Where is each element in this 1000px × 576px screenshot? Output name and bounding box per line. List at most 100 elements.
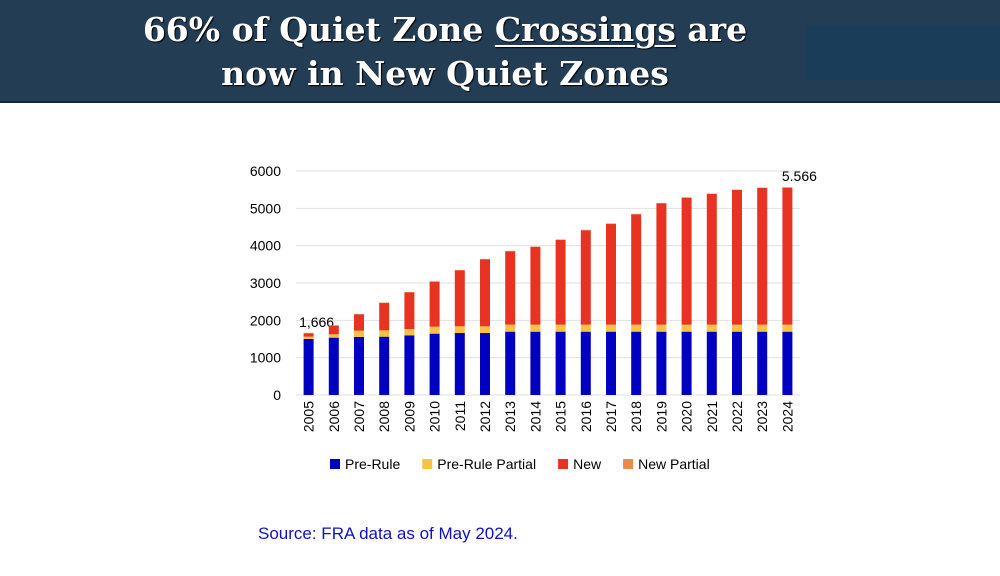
legend-swatch	[558, 459, 569, 469]
x-tick-label: 2013	[502, 401, 518, 432]
bar-segment-new	[656, 203, 667, 325]
x-tick-label: 2010	[427, 401, 443, 432]
bar-segment-pre-rule	[379, 336, 390, 395]
x-tick-label: 2014	[527, 401, 543, 432]
bar-segment-pre-rule-partial	[454, 326, 465, 334]
bar-segment-new	[732, 190, 742, 325]
bar-segment-new	[631, 214, 642, 325]
bar-segment-pre-rule-partial	[379, 330, 390, 337]
y-tick-label: 2000	[250, 312, 281, 328]
bar-segment-pre-rule-partial	[505, 324, 516, 332]
y-tick-label: 5000	[250, 200, 281, 216]
bar-segment-pre-rule-partial	[732, 324, 742, 332]
bar-segment-pre-rule	[782, 331, 793, 395]
bar-segment-new-partial	[606, 223, 616, 225]
bar-segment-pre-rule-partial	[580, 324, 591, 332]
bar-segment-new	[757, 187, 768, 325]
bar-segment-new	[303, 333, 314, 337]
legend-label: New	[573, 456, 602, 472]
bar-segment-pre-rule-partial	[404, 328, 415, 336]
y-tick-label: 1000	[250, 350, 281, 366]
slide-title: 66% of Quiet Zone Crossings are now in N…	[120, 8, 770, 96]
x-tick-label: 2018	[628, 401, 644, 432]
bar-segment-pre-rule	[505, 331, 516, 395]
bar-segment-pre-rule-partial	[631, 324, 642, 332]
bar-segment-pre-rule	[580, 331, 591, 395]
data-label: 5.566	[782, 168, 817, 184]
y-tick-label: 6000	[250, 163, 281, 179]
bar-segment-new	[429, 281, 440, 327]
bar-segment-pre-rule-partial	[530, 324, 541, 332]
legend-label: Pre-Rule	[345, 456, 400, 472]
bar-segment-new	[530, 247, 541, 325]
legend-swatch	[330, 459, 340, 469]
y-tick-label: 3000	[250, 275, 281, 291]
x-tick-label: 2017	[603, 401, 619, 432]
bar-segment-pre-rule	[530, 331, 541, 395]
x-tick-label: 2006	[326, 401, 342, 432]
title-text: are	[675, 10, 748, 49]
source-note: Source: FRA data as of May 2024.	[258, 524, 518, 543]
bar-segment-pre-rule-partial	[782, 324, 793, 332]
bar-segment-new	[379, 303, 390, 331]
x-tick-label: 2019	[653, 401, 669, 432]
x-tick-label: 2009	[401, 401, 417, 432]
bar-segment-pre-rule	[757, 331, 768, 395]
bar-segment-new	[505, 251, 516, 325]
x-tick-label: 2016	[578, 401, 594, 432]
x-tick-label: 2005	[301, 401, 317, 432]
bar-segment-new-partial	[782, 187, 793, 188]
bar-segment-pre-rule-partial	[429, 326, 440, 334]
x-tick-label: 2023	[754, 401, 770, 432]
bar-segment-pre-rule	[328, 337, 339, 395]
title-underlined: Crossings	[494, 10, 676, 49]
bar-segment-pre-rule	[656, 331, 667, 395]
bar-segment-new	[706, 193, 717, 325]
bar-segment-pre-rule	[303, 339, 314, 395]
bar-segment-new	[404, 292, 415, 329]
x-tick-label: 2008	[376, 401, 392, 432]
x-tick-label: 2011	[452, 401, 468, 431]
bar-segment-pre-rule	[454, 333, 465, 395]
legend-label: Pre-Rule Partial	[437, 456, 536, 472]
x-tick-label: 2007	[351, 401, 367, 432]
title-line2: now in New Quiet Zones	[221, 54, 669, 93]
x-tick-label: 2022	[729, 401, 745, 432]
x-tick-label: 2020	[679, 401, 695, 432]
bar-segment-pre-rule-partial	[656, 324, 667, 332]
bar-segment-pre-rule	[404, 335, 415, 395]
bar-segment-pre-rule	[429, 333, 440, 395]
data-label: 1,666	[299, 314, 334, 330]
bar-segment-pre-rule	[354, 336, 364, 395]
bar-segment-pre-rule-partial	[681, 324, 692, 332]
bar-segment-pre-rule	[631, 331, 642, 395]
bar-segment-new	[480, 259, 490, 327]
x-tick-label: 2021	[704, 401, 720, 432]
bar-segment-pre-rule	[555, 331, 566, 395]
bar-segment-new-partial	[303, 332, 314, 334]
y-tick-label: 4000	[250, 238, 281, 254]
y-tick-label: 0	[273, 387, 281, 403]
bar-segment-new	[354, 314, 364, 331]
bar-segment-new	[454, 270, 465, 327]
bar-segment-pre-rule	[480, 333, 490, 395]
bar-segment-pre-rule	[681, 331, 692, 395]
legend-label: New Partial	[638, 456, 710, 472]
bar-segment-new	[606, 224, 616, 325]
bar-segment-pre-rule-partial	[555, 324, 566, 332]
legend-swatch	[422, 459, 433, 469]
title-banner: 66% of Quiet Zone Crossings are now in N…	[0, 0, 1000, 103]
bar-segment-new	[328, 325, 339, 335]
bar-segment-pre-rule	[706, 331, 717, 395]
bar-segment-pre-rule-partial	[480, 326, 490, 334]
bar-segment-pre-rule	[606, 331, 616, 395]
legend-swatch	[623, 459, 634, 469]
bar-segment-new	[681, 197, 692, 325]
x-tick-label: 2024	[779, 401, 795, 432]
x-tick-label: 2012	[477, 401, 493, 432]
title-text: 66% of Quiet Zone	[142, 10, 495, 49]
bar-segment-new	[580, 230, 591, 325]
bar-segment-new	[782, 187, 793, 325]
bar-segment-pre-rule-partial	[706, 324, 717, 332]
